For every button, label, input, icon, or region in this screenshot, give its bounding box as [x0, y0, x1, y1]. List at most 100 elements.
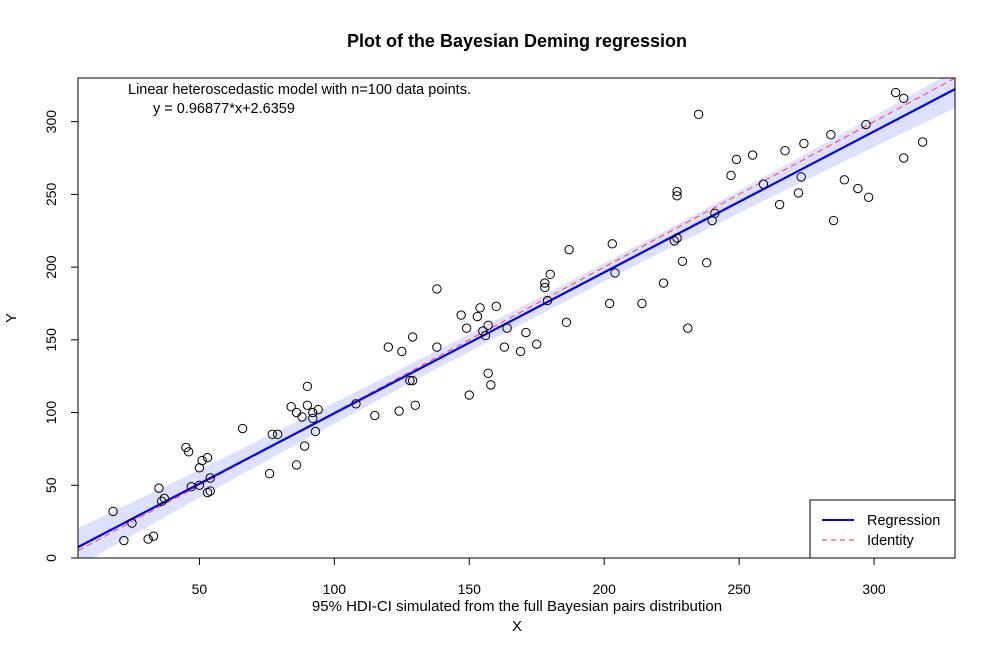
- data-point: [799, 138, 809, 149]
- data-point: [405, 375, 415, 386]
- data-point: [542, 295, 553, 306]
- data-point: [148, 531, 159, 541]
- data-point: [672, 191, 682, 201]
- y-tick-label: 250: [43, 182, 59, 206]
- data-point: [154, 483, 164, 493]
- data-point: [156, 496, 167, 506]
- data-point: [291, 407, 302, 418]
- x-tick-label: 250: [727, 581, 751, 597]
- data-point: [683, 323, 693, 333]
- data-point: [483, 368, 493, 378]
- data-point: [610, 268, 620, 278]
- data-point: [202, 452, 213, 463]
- data-point: [297, 412, 307, 422]
- data-point: [267, 429, 277, 440]
- data-point: [658, 278, 669, 288]
- data-point: [853, 183, 863, 194]
- data-point: [826, 130, 836, 140]
- data-point: [351, 399, 361, 409]
- x-axis-label: X: [512, 618, 522, 635]
- data-point: [286, 402, 296, 412]
- y-tick-label: 200: [43, 255, 59, 279]
- annotation-model: Linear heteroscedastic model with n=100 …: [128, 82, 471, 98]
- data-point: [861, 119, 871, 130]
- data-point: [407, 332, 418, 342]
- data-point: [499, 342, 510, 352]
- data-point: [119, 535, 129, 546]
- data-point: [502, 323, 512, 333]
- data-point: [515, 346, 526, 357]
- y-axis: 0 50 100 150 200 250 300: [43, 110, 78, 562]
- data-point: [710, 208, 720, 218]
- data-point: [237, 423, 248, 434]
- data-point: [483, 320, 493, 330]
- data-point: [461, 323, 472, 333]
- data-point: [159, 493, 170, 504]
- data-point: [564, 244, 574, 255]
- data-point: [202, 487, 213, 498]
- data-point: [561, 317, 572, 328]
- chart-title: Plot of the Bayesian Deming regression: [347, 31, 687, 51]
- data-point: [291, 460, 302, 470]
- data-point: [264, 468, 275, 479]
- y-tick-label: 50: [43, 477, 59, 493]
- data-point: [828, 215, 839, 226]
- data-point: [313, 404, 323, 415]
- y-tick-label: 150: [43, 328, 59, 352]
- data-point: [143, 534, 153, 544]
- data-point: [407, 375, 418, 386]
- x-tick-label: 200: [593, 581, 617, 597]
- legend-label-identity: Identity: [867, 533, 914, 549]
- data-point: [672, 186, 682, 197]
- data-point: [183, 447, 194, 457]
- y-axis-label: Y: [3, 313, 20, 323]
- data-point: [491, 301, 501, 312]
- data-point: [272, 429, 283, 440]
- data-point: [308, 413, 318, 424]
- data-point: [108, 506, 118, 517]
- data-point: [302, 381, 313, 392]
- data-point: [310, 426, 321, 437]
- data-point: [383, 342, 394, 352]
- data-point: [637, 298, 647, 309]
- data-point: [793, 188, 804, 198]
- data-point: [394, 406, 404, 416]
- data-point: [540, 278, 550, 288]
- data-point: [917, 137, 928, 147]
- data-point: [540, 282, 550, 293]
- x-tick-label: 300: [862, 581, 886, 597]
- data-point: [432, 342, 442, 352]
- data-point: [731, 154, 742, 165]
- data-point: [370, 410, 380, 421]
- plot-area: [78, 78, 955, 558]
- legend: Regression Identity: [809, 499, 956, 559]
- y-tick-label: 0: [43, 554, 59, 562]
- x-axis-subtitle: 95% HDI-CI simulated from the full Bayes…: [312, 598, 722, 615]
- legend-box: [809, 499, 956, 559]
- data-point: [472, 311, 483, 322]
- data-point: [863, 192, 874, 202]
- regression-line: [78, 88, 955, 549]
- data-point: [299, 441, 310, 451]
- data-point: [464, 390, 474, 400]
- data-point: [127, 518, 137, 528]
- data-point: [302, 400, 313, 410]
- annotation-equation: y = 0.96877*x+2.6359: [153, 101, 295, 117]
- identity-line: [78, 78, 955, 552]
- data-point: [672, 233, 682, 243]
- data-point: [890, 87, 901, 98]
- plot-frame: [77, 77, 956, 559]
- data-point: [397, 346, 407, 357]
- data-point: [205, 486, 215, 496]
- data-point: [410, 400, 421, 410]
- y-tick-label: 100: [43, 401, 59, 425]
- data-point: [194, 480, 205, 490]
- data-point: [677, 256, 688, 266]
- data-point: [693, 109, 704, 120]
- data-point: [475, 303, 485, 313]
- data-point: [747, 150, 758, 160]
- data-point: [839, 175, 850, 185]
- x-tick-label: 100: [323, 581, 347, 597]
- data-point: [205, 473, 215, 483]
